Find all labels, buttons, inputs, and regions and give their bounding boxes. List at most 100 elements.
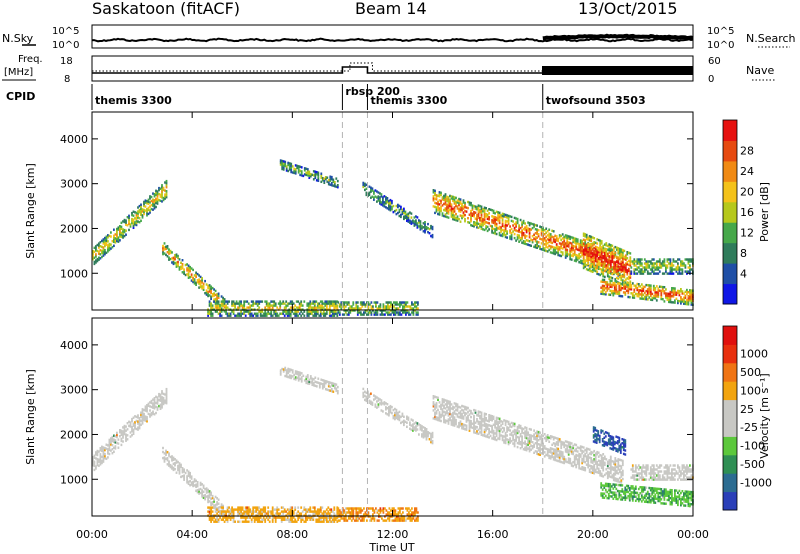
echo-cell <box>329 175 332 178</box>
echo-cell <box>596 249 599 252</box>
echo-cell <box>388 511 391 514</box>
echo-cell <box>576 258 579 261</box>
echo-cell <box>446 419 448 423</box>
echo-cell <box>461 206 463 210</box>
echo-cell <box>343 309 346 312</box>
echo-cell <box>539 237 541 241</box>
echo-cell <box>438 413 441 416</box>
echo-cell <box>624 287 627 290</box>
echo-cell <box>186 469 188 472</box>
echo-cell <box>216 306 218 309</box>
echo-cell <box>666 298 669 301</box>
echo-cell <box>476 430 478 433</box>
echo-cell <box>129 425 132 428</box>
echo-cell <box>169 249 172 253</box>
echo-cell <box>518 228 520 231</box>
echo-cell <box>614 264 617 267</box>
echo-cell <box>578 244 581 248</box>
echo-cell <box>183 468 185 471</box>
echo-cell <box>596 242 599 245</box>
echo-cell <box>370 305 373 308</box>
echo-cell <box>415 511 418 514</box>
echo-cell <box>521 233 523 236</box>
echo-cell <box>330 314 333 317</box>
echo-cell <box>344 507 347 510</box>
echo-cell <box>594 265 597 269</box>
echo-cell <box>344 511 347 514</box>
echo-cell <box>606 272 609 276</box>
echo-cell <box>684 300 687 304</box>
echo-cell <box>438 411 441 414</box>
echo-cell <box>152 200 154 203</box>
echo-cell <box>461 204 463 208</box>
echo-cell <box>534 240 537 243</box>
echo-cell <box>642 293 645 297</box>
echo-cell <box>250 510 253 513</box>
echo-cell <box>259 300 262 303</box>
echo-cell <box>602 256 605 260</box>
echo-cell <box>633 294 636 297</box>
echo-cell <box>482 210 484 213</box>
echo-cell <box>419 222 422 225</box>
echo-cell <box>405 313 407 316</box>
echo-cell <box>409 519 412 522</box>
echo-cell <box>677 268 679 271</box>
echo-cell <box>669 290 672 294</box>
echo-cell <box>137 426 139 429</box>
echo-cell <box>186 269 188 272</box>
echo-cell <box>141 412 144 415</box>
echo-cell <box>192 280 194 284</box>
echo-cell <box>690 289 693 292</box>
echo-cell <box>377 199 380 202</box>
echo-cell <box>555 245 558 248</box>
echo-cell <box>362 393 365 397</box>
echo-cell <box>138 421 141 424</box>
echo-cell <box>527 221 529 224</box>
echo-cell <box>138 211 141 214</box>
echo-cell <box>267 304 270 307</box>
echo-cell <box>211 503 214 506</box>
echo-cell <box>447 206 450 209</box>
echo-cell <box>680 302 682 305</box>
echo-cell <box>394 309 397 312</box>
echo-cell <box>217 508 220 511</box>
echo-cell <box>497 417 499 420</box>
echo-cell <box>391 311 394 314</box>
echo-cell <box>198 490 200 493</box>
echo-cell <box>282 518 285 521</box>
echo-cell <box>281 161 284 165</box>
echo-cell <box>593 269 596 272</box>
echo-cell <box>337 515 340 518</box>
echo-cell <box>441 404 444 407</box>
echo-cell <box>539 247 541 251</box>
echo-cell <box>483 208 486 211</box>
echo-cell <box>211 501 214 504</box>
echo-cell <box>372 515 374 518</box>
echo-cell <box>295 300 298 303</box>
echo-cell <box>343 305 346 308</box>
echo-cell <box>602 254 605 258</box>
echo-cell <box>620 268 623 272</box>
echo-cell <box>509 225 511 228</box>
echo-cell <box>552 236 555 239</box>
echo-cell <box>612 269 615 272</box>
echo-cell <box>447 408 450 411</box>
echo-cell <box>214 306 217 309</box>
echo-cell <box>343 511 346 514</box>
echo-cell <box>113 228 115 231</box>
echo-cell <box>282 162 285 165</box>
echo-cell <box>120 437 123 441</box>
echo-cell <box>166 457 169 460</box>
echo-cell <box>576 256 579 259</box>
echo-cell <box>468 409 471 412</box>
echo-cell <box>480 213 483 216</box>
echo-cell <box>684 302 687 306</box>
echo-cell <box>320 180 323 184</box>
echo-cell <box>114 439 117 442</box>
echo-cell <box>286 302 289 305</box>
echo-cell <box>315 314 318 317</box>
echo-cell <box>394 417 396 421</box>
echo-cell <box>288 510 291 513</box>
echo-cell <box>458 201 460 205</box>
echo-cell <box>264 306 267 309</box>
